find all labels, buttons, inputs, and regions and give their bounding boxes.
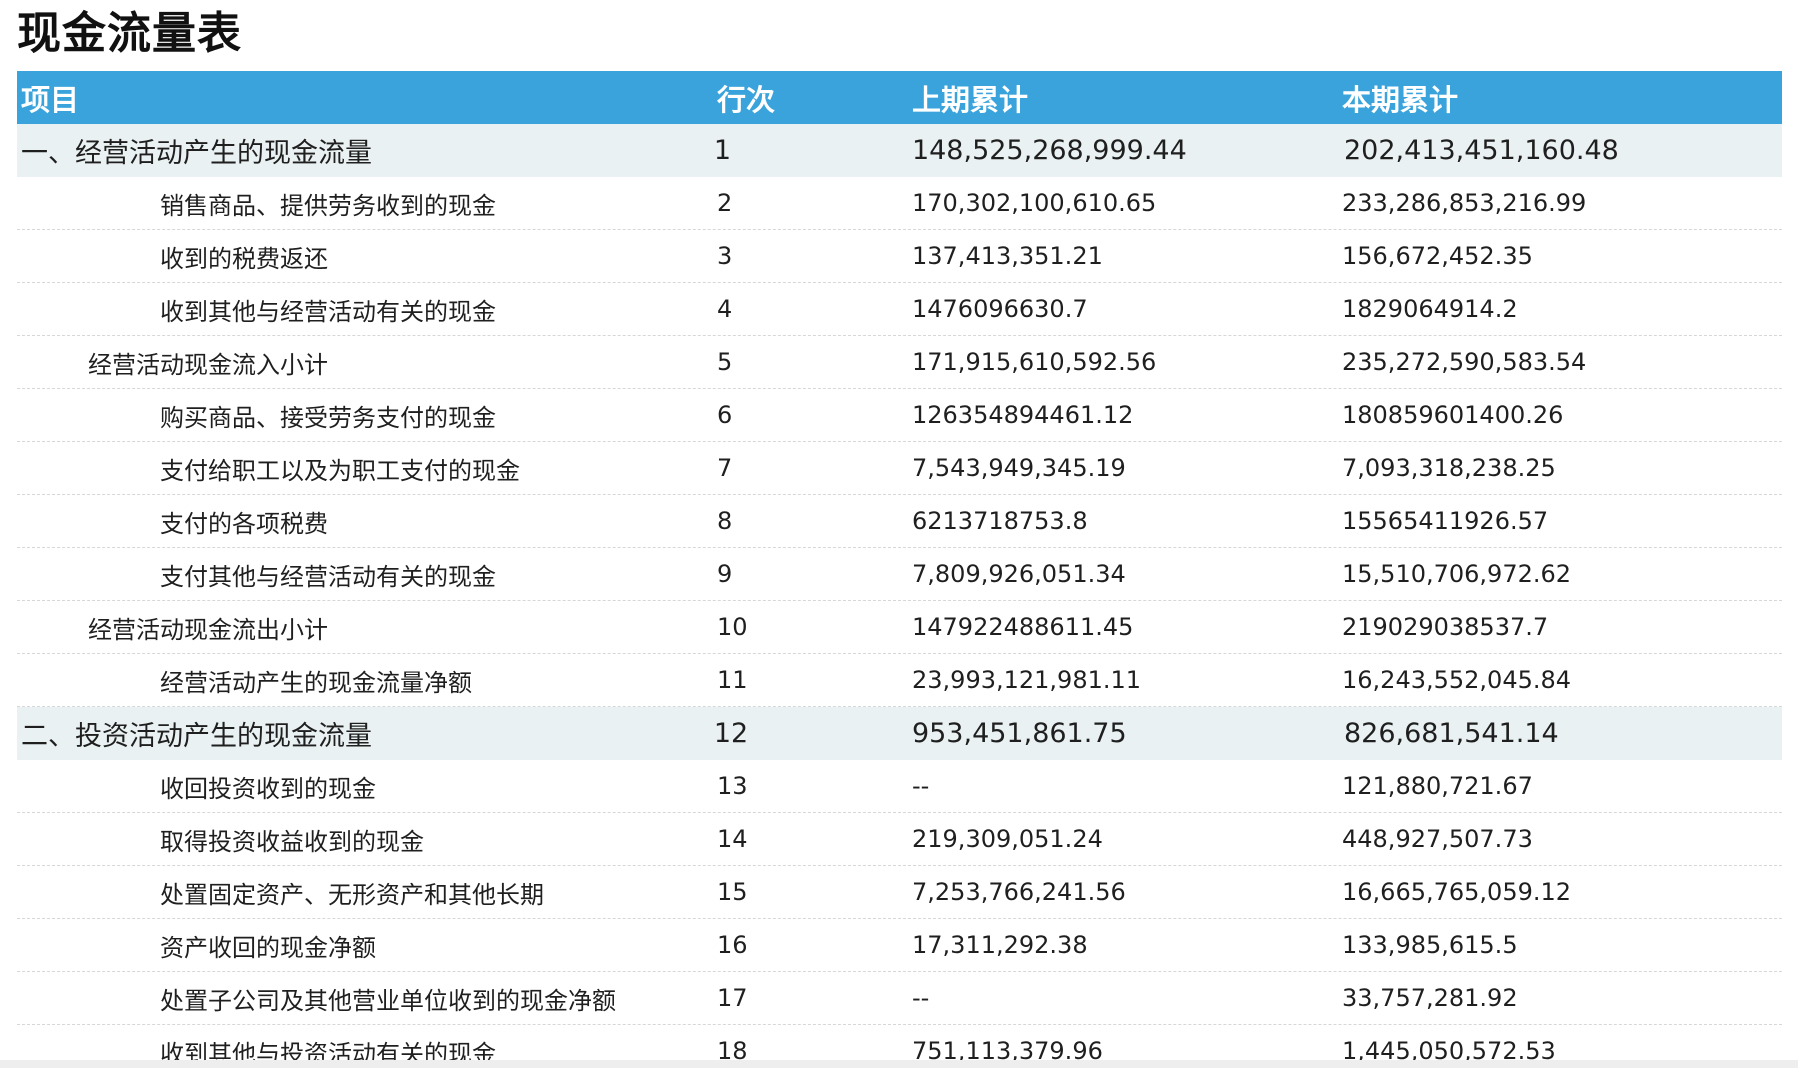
cell-line: 14	[717, 825, 748, 853]
cell-line: 2	[717, 189, 733, 217]
cell-item: 一、经营活动产生的现金流量	[21, 137, 372, 169]
table-row: 收到其他与经营活动有关的现金 4 1476096630.7 1829064914.2	[17, 283, 1782, 336]
cell-line: 16	[717, 931, 748, 959]
cell-curr: 202,413,451,160.48	[1344, 134, 1619, 166]
cash-flow-table: 项目 行次 上期累计 本期累计 一、经营活动产生的现金流量 1 148,525,26…	[17, 71, 1782, 1068]
cell-line: 7	[717, 454, 733, 482]
cell-prev: 7,253,766,241.56	[912, 878, 1126, 906]
cell-item: 销售商品、提供劳务收到的现金	[160, 191, 496, 220]
cell-line: 1	[713, 134, 732, 166]
cell-curr: 7,093,318,238.25	[1342, 454, 1556, 482]
cell-line: 12	[713, 717, 749, 749]
cell-item: 经营活动产生的现金流量净额	[160, 668, 472, 697]
table-row: 支付其他与经营活动有关的现金 9 7,809,926,051.34 15,510,70…	[17, 548, 1782, 601]
cell-item: 支付的各项税费	[160, 509, 328, 538]
cell-line: 3	[717, 242, 733, 270]
cell-line: 5	[717, 348, 733, 376]
cell-prev: 23,993,121,981.11	[912, 666, 1142, 694]
cell-line: 13	[717, 772, 748, 800]
cell-curr: 133,985,615.5	[1342, 931, 1518, 959]
cell-item: 支付其他与经营活动有关的现金	[160, 562, 496, 591]
cell-curr: 16,665,765,059.12	[1342, 878, 1572, 906]
table-row: 支付的各项税费 8 6213718753.8 15565411926.57	[17, 495, 1782, 548]
table-row: 经营活动产生的现金流量净额 11 23,993,121,981.11 16,243,5…	[17, 654, 1782, 707]
cell-curr: 219029038537.7	[1342, 613, 1549, 641]
cell-item: 处置子公司及其他营业单位收到的现金净额	[160, 986, 616, 1015]
cell-curr: 448,927,507.73	[1342, 825, 1533, 853]
cell-curr: 121,880,721.67	[1342, 772, 1533, 800]
table-row: 资产收回的现金净额 16 17,311,292.38 133,985,615.5	[17, 919, 1782, 972]
header-prev: 上期累计	[912, 82, 1029, 117]
cell-line: 6	[717, 401, 733, 429]
cell-prev: 1476096630.7	[912, 295, 1088, 323]
cell-item: 取得投资收益收到的现金	[160, 827, 424, 856]
cell-prev: 171,915,610,592.56	[912, 348, 1157, 376]
cell-curr: 33,757,281.92	[1342, 984, 1518, 1012]
cell-line: 15	[717, 878, 748, 906]
table-row: 经营活动现金流出小计 10 147922488611.45 219029038537.…	[17, 601, 1782, 654]
cell-curr: 1829064914.2	[1342, 295, 1518, 323]
header-item: 项目	[21, 82, 80, 117]
header-line: 行次	[717, 82, 776, 117]
cell-prev: 126354894461.12	[912, 401, 1134, 429]
cell-line: 8	[717, 507, 733, 535]
cell-curr: 15565411926.57	[1342, 507, 1549, 535]
cell-item: 收到其他与经营活动有关的现金	[160, 297, 496, 326]
cell-prev: --	[912, 772, 930, 800]
table-row: 支付给职工以及为职工支付的现金 7 7,543,949,345.19 7,093,31…	[17, 442, 1782, 495]
bottom-edge	[0, 1060, 1798, 1068]
table-header: 项目 行次 上期累计 本期累计	[17, 71, 1782, 124]
header-curr: 本期累计	[1342, 82, 1459, 117]
table-row: 处置子公司及其他营业单位收到的现金净额 17 -- 33,757,281.92	[17, 972, 1782, 1025]
table-row: 收回投资收到的现金 13 -- 121,880,721.67	[17, 760, 1782, 813]
cell-item: 收回投资收到的现金	[160, 774, 376, 803]
cell-prev: 137,413,351.21	[912, 242, 1103, 270]
cell-curr: 233,286,853,216.99	[1342, 189, 1587, 217]
cell-curr: 235,272,590,583.54	[1342, 348, 1587, 376]
cell-item: 二、投资活动产生的现金流量	[21, 720, 372, 752]
cell-curr: 16,243,552,045.84	[1342, 666, 1572, 694]
table-body: 一、经营活动产生的现金流量 1 148,525,268,999.44 202,413,…	[17, 124, 1782, 1068]
table-row: 取得投资收益收到的现金 14 219,309,051.24 448,927,507.7…	[17, 813, 1782, 866]
cell-prev: 17,311,292.38	[912, 931, 1088, 959]
section-row: 一、经营活动产生的现金流量 1 148,525,268,999.44 202,413,…	[17, 124, 1782, 177]
cell-prev: 7,543,949,345.19	[912, 454, 1126, 482]
cell-line: 11	[717, 666, 748, 694]
cell-prev: 148,525,268,999.44	[911, 134, 1187, 166]
cell-prev: 170,302,100,610.65	[912, 189, 1157, 217]
table-row: 销售商品、提供劳务收到的现金 2 170,302,100,610.65 233,286…	[17, 177, 1782, 230]
table-row: 经营活动现金流入小计 5 171,915,610,592.56 235,272,590…	[17, 336, 1782, 389]
cell-curr: 15,510,706,972.62	[1342, 560, 1572, 588]
cell-item: 收到的税费返还	[160, 244, 328, 273]
cell-line: 17	[717, 984, 748, 1012]
cell-line: 10	[717, 613, 748, 641]
cell-line: 9	[717, 560, 733, 588]
cell-prev: 7,809,926,051.34	[912, 560, 1126, 588]
cell-item: 购买商品、接受劳务支付的现金	[160, 403, 496, 432]
cell-curr: 156,672,452.35	[1342, 242, 1533, 270]
cell-prev: 6213718753.8	[912, 507, 1088, 535]
cell-item: 支付给职工以及为职工支付的现金	[160, 456, 520, 485]
table-row: 处置固定资产、无形资产和其他长期 15 7,253,766,241.56 16,665…	[17, 866, 1782, 919]
cell-item: 资产收回的现金净额	[160, 933, 376, 962]
cell-prev: 219,309,051.24	[912, 825, 1103, 853]
table-row: 购买商品、接受劳务支付的现金 6 126354894461.12 1808596014…	[17, 389, 1782, 442]
cell-curr: 180859601400.26	[1342, 401, 1564, 429]
section-row: 二、投资活动产生的现金流量 12 953,451,861.75 826,681,541…	[17, 707, 1782, 760]
cell-prev: --	[912, 984, 930, 1012]
cell-prev: 147922488611.45	[912, 613, 1134, 641]
cell-prev: 953,451,861.75	[911, 717, 1127, 749]
cell-item: 经营活动现金流出小计	[88, 615, 328, 644]
cell-line: 4	[717, 295, 733, 323]
page-title: 现金流量表	[17, 8, 242, 59]
cell-item: 处置固定资产、无形资产和其他长期	[160, 880, 544, 909]
table-row: 收到的税费返还 3 137,413,351.21 156,672,452.35	[17, 230, 1782, 283]
cell-item: 经营活动现金流入小计	[88, 350, 328, 379]
cell-curr: 826,681,541.14	[1344, 717, 1559, 749]
